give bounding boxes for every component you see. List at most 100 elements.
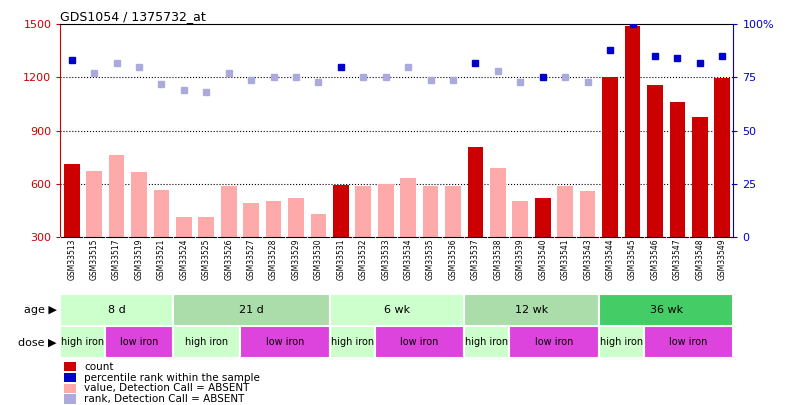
Bar — [467, 147, 484, 237]
Text: low iron: low iron — [401, 337, 438, 347]
Text: high iron: high iron — [465, 337, 509, 347]
Bar — [266, 202, 281, 237]
Text: high iron: high iron — [330, 337, 374, 347]
Bar — [64, 384, 76, 393]
Bar — [131, 172, 147, 237]
Text: GSM33547: GSM33547 — [673, 239, 682, 280]
Bar — [599, 294, 733, 326]
Bar — [644, 326, 733, 358]
Bar — [109, 156, 124, 237]
Text: GSM33530: GSM33530 — [314, 239, 323, 280]
Text: low iron: low iron — [670, 337, 708, 347]
Bar — [401, 179, 416, 237]
Bar — [333, 185, 349, 237]
Text: GSM33528: GSM33528 — [269, 239, 278, 280]
Text: 21 d: 21 d — [239, 305, 264, 315]
Text: GSM33513: GSM33513 — [67, 239, 76, 280]
Bar — [509, 326, 599, 358]
Text: high iron: high iron — [185, 337, 228, 347]
Text: dose ▶: dose ▶ — [18, 337, 56, 347]
Text: GSM33532: GSM33532 — [359, 239, 368, 280]
Text: GSM33527: GSM33527 — [247, 239, 256, 280]
Text: GSM33515: GSM33515 — [89, 239, 98, 280]
Bar — [172, 294, 330, 326]
Bar — [64, 362, 76, 371]
Text: GSM33546: GSM33546 — [650, 239, 659, 280]
Text: GSM33541: GSM33541 — [561, 239, 570, 280]
Text: GSM33539: GSM33539 — [516, 239, 525, 280]
Text: age ▶: age ▶ — [23, 305, 56, 315]
Bar — [221, 185, 236, 237]
Text: GSM33548: GSM33548 — [696, 239, 704, 280]
Bar — [558, 185, 573, 237]
Bar — [464, 326, 509, 358]
Bar — [86, 171, 102, 237]
Text: GSM33519: GSM33519 — [135, 239, 143, 280]
Text: count: count — [84, 362, 114, 372]
Bar — [692, 117, 708, 237]
Bar — [243, 203, 259, 237]
Bar — [423, 185, 438, 237]
Bar — [625, 26, 640, 237]
Text: high iron: high iron — [600, 337, 643, 347]
Bar — [599, 326, 644, 358]
Bar — [106, 326, 172, 358]
Text: GSM33524: GSM33524 — [180, 239, 189, 280]
Text: GSM33529: GSM33529 — [292, 239, 301, 280]
Bar — [60, 326, 106, 358]
Bar — [355, 185, 371, 237]
Text: rank, Detection Call = ABSENT: rank, Detection Call = ABSENT — [84, 394, 244, 404]
Bar — [240, 326, 330, 358]
Text: GSM33533: GSM33533 — [381, 239, 390, 280]
Bar — [310, 214, 326, 237]
Bar — [375, 326, 464, 358]
Text: GSM33525: GSM33525 — [202, 239, 210, 280]
Text: 36 wk: 36 wk — [650, 305, 683, 315]
Bar — [513, 202, 528, 237]
Text: low iron: low iron — [535, 337, 573, 347]
Text: 6 wk: 6 wk — [384, 305, 410, 315]
Text: GSM33537: GSM33537 — [471, 239, 480, 280]
Bar — [580, 191, 596, 237]
Bar — [647, 85, 663, 237]
Bar — [714, 78, 730, 237]
Bar — [176, 217, 192, 237]
Text: low iron: low iron — [266, 337, 304, 347]
Text: GDS1054 / 1375732_at: GDS1054 / 1375732_at — [60, 10, 206, 23]
Text: low iron: low iron — [120, 337, 158, 347]
Bar — [378, 184, 393, 237]
Bar — [60, 294, 172, 326]
Bar — [64, 164, 80, 237]
Text: GSM33538: GSM33538 — [493, 239, 502, 280]
Text: GSM33544: GSM33544 — [605, 239, 614, 280]
Bar — [670, 102, 685, 237]
Text: percentile rank within the sample: percentile rank within the sample — [84, 373, 260, 382]
Text: GSM33536: GSM33536 — [449, 239, 458, 280]
Text: GSM33535: GSM33535 — [426, 239, 435, 280]
Bar — [64, 373, 76, 382]
Bar — [445, 185, 461, 237]
Bar — [490, 168, 505, 237]
Bar — [198, 217, 214, 237]
Text: GSM33526: GSM33526 — [224, 239, 233, 280]
Text: GSM33549: GSM33549 — [718, 239, 727, 280]
Text: GSM33534: GSM33534 — [404, 239, 413, 280]
Text: GSM33545: GSM33545 — [628, 239, 637, 280]
Bar — [64, 394, 76, 404]
Text: GSM33540: GSM33540 — [538, 239, 547, 280]
Bar — [154, 190, 169, 237]
Text: GSM33521: GSM33521 — [157, 239, 166, 280]
Bar — [172, 326, 240, 358]
Bar — [535, 198, 550, 237]
Bar — [330, 294, 464, 326]
Text: GSM33543: GSM33543 — [584, 239, 592, 280]
Text: 12 wk: 12 wk — [515, 305, 548, 315]
Text: 8 d: 8 d — [108, 305, 126, 315]
Text: GSM33517: GSM33517 — [112, 239, 121, 280]
Text: GSM33531: GSM33531 — [336, 239, 345, 280]
Bar — [602, 77, 618, 237]
Bar — [464, 294, 599, 326]
Bar — [330, 326, 375, 358]
Text: high iron: high iron — [61, 337, 105, 347]
Bar — [289, 198, 304, 237]
